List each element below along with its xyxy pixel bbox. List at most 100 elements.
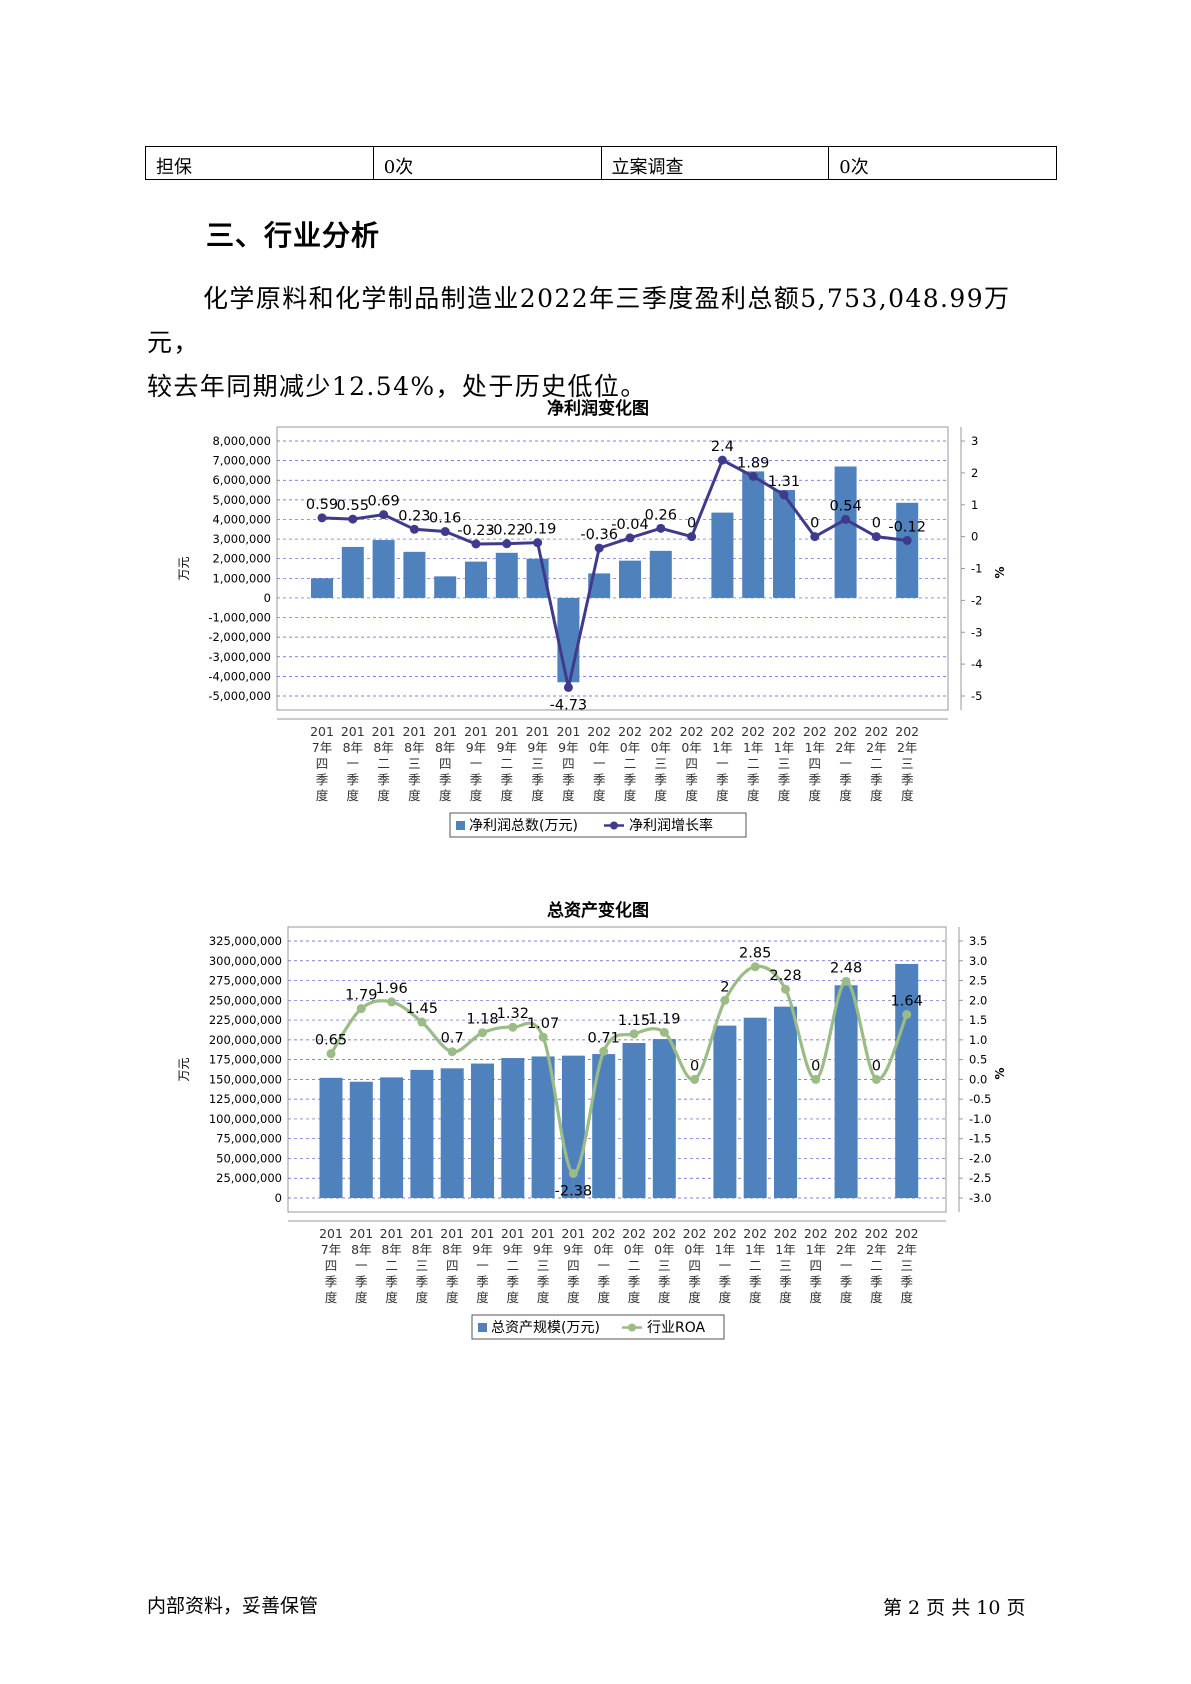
total-assets-chart: 总资产变化图325,000,000300,000,000275,000,0002… — [177, 900, 1007, 1340]
data-label: 0.65 — [315, 1033, 347, 1049]
y-tick-label: 125,000,000 — [209, 1092, 282, 1106]
x-tick-label: 三 — [778, 756, 791, 771]
x-tick-label: 度 — [685, 788, 698, 803]
x-tick-label: 度 — [628, 1290, 641, 1305]
x-tick-label: 度 — [567, 1290, 580, 1305]
x-tick-label: 季 — [779, 1274, 792, 1289]
x-tick-label: 季 — [749, 1274, 762, 1289]
data-label: 0 — [811, 1058, 820, 1074]
bar — [649, 550, 672, 598]
y2-tick-label: 3.0 — [969, 954, 987, 968]
data-label: -0.19 — [519, 522, 557, 538]
y-tick-label: 325,000,000 — [209, 934, 282, 948]
bar — [410, 1069, 434, 1198]
x-tick-label: 度 — [870, 788, 883, 803]
line-point — [478, 1028, 487, 1038]
x-tick-label: 二 — [624, 756, 637, 771]
x-tick-label: 1年 — [743, 740, 763, 755]
bar — [713, 1025, 737, 1198]
x-tick-label: 度 — [809, 788, 822, 803]
data-label: 0.55 — [337, 498, 369, 514]
x-tick-label: 8年 — [435, 740, 455, 755]
x-tick-label: 度 — [446, 1290, 459, 1305]
data-label: 0.7 — [441, 1031, 464, 1047]
data-label: 0 — [690, 1058, 699, 1074]
x-tick-label: 二 — [749, 1258, 762, 1273]
x-tick-label: 二 — [507, 1258, 520, 1273]
x-tick-label: 0年 — [593, 1242, 613, 1257]
x-tick-label: 8年 — [381, 1242, 401, 1257]
x-tick-label: 季 — [408, 772, 421, 787]
bar — [711, 512, 734, 598]
x-tick-label: 一 — [593, 756, 606, 771]
x-tick-label: 202 — [680, 724, 704, 739]
x-tick-label: 201 — [471, 1226, 495, 1241]
x-tick-label: 度 — [501, 788, 514, 803]
y2-tick-label: -1.5 — [969, 1132, 991, 1146]
x-tick-label: 度 — [470, 788, 483, 803]
line-point — [625, 533, 635, 543]
x-tick-label: 季 — [385, 1274, 398, 1289]
x-tick-label: 202 — [864, 724, 888, 739]
x-tick-label: 9年 — [527, 740, 547, 755]
line-point — [317, 513, 327, 523]
x-tick-label: 201 — [380, 1226, 404, 1241]
series-line — [321, 458, 908, 688]
x-tick-label: 季 — [446, 1274, 459, 1289]
x-tick-label: 季 — [567, 1274, 580, 1289]
x-tick-label: 度 — [385, 1290, 398, 1305]
line-point — [811, 1074, 821, 1084]
x-tick-label: 度 — [747, 788, 760, 803]
x-tick-label: 度 — [655, 788, 668, 803]
legend-line-marker — [628, 1323, 636, 1332]
y-tick-label: 2,000,000 — [212, 552, 271, 566]
y-tick-label: 8,000,000 — [212, 434, 271, 448]
data-label: 1.79 — [345, 988, 377, 1004]
bar — [652, 1039, 676, 1198]
line-point — [659, 1027, 669, 1037]
footer-page-number: 第 2 页 共 10 页 — [883, 1597, 1026, 1619]
net-profit-chart: 净利润变化图 8,000,000 7,000,000 6,000,000 5,000,0… — [177, 398, 1007, 838]
y2-tick-label: 0 — [971, 530, 978, 544]
x-tick-label: 202 — [683, 1226, 707, 1241]
legend-box — [471, 1314, 725, 1340]
bar — [380, 1077, 404, 1198]
y2-tick-label: -1.0 — [969, 1112, 991, 1126]
x-tick-label: 度 — [416, 1290, 429, 1305]
x-tick-label: 度 — [624, 788, 637, 803]
x-tick-label: 四 — [562, 756, 575, 771]
y2-tick-label: -2.5 — [969, 1171, 991, 1185]
x-tick-label: 度 — [719, 1290, 732, 1305]
x-tick-label: 1年 — [712, 740, 732, 755]
data-label: 1.18 — [466, 1012, 498, 1028]
line-point — [502, 539, 512, 549]
info-table: 担保 0次 立案调查 0次 — [145, 146, 1057, 180]
x-tick-label: 202 — [592, 1226, 616, 1241]
line-point — [720, 995, 730, 1005]
x-tick-label: 季 — [347, 772, 360, 787]
bar — [773, 490, 795, 598]
line-point — [750, 962, 760, 972]
bar — [349, 1081, 373, 1198]
x-tick-label: 202 — [652, 1226, 676, 1241]
x-tick-label: 202 — [834, 1226, 858, 1241]
x-tick-label: 三 — [537, 1258, 550, 1273]
y2-tick-label: 3.5 — [969, 934, 987, 948]
line-point — [326, 1049, 336, 1059]
x-tick-label: 度 — [749, 1290, 762, 1305]
line-point — [748, 471, 758, 481]
x-tick-label: 度 — [658, 1290, 671, 1305]
bar — [471, 1063, 494, 1198]
x-tick-label: 201 — [526, 724, 550, 739]
y-axis-label: 万元 — [177, 1057, 191, 1081]
x-tick-label: 季 — [470, 772, 483, 787]
x-tick-label: 2年 — [835, 740, 855, 755]
legend-line-label: 行业ROA — [647, 1320, 706, 1336]
bar — [403, 551, 426, 598]
line-point — [471, 539, 481, 549]
x-tick-label: 季 — [537, 1274, 550, 1289]
data-label: 0.71 — [588, 1030, 620, 1046]
x-tick-label: 0年 — [620, 740, 640, 755]
data-label: -2.38 — [555, 1183, 593, 1199]
x-tick-label: 202 — [804, 1226, 828, 1241]
